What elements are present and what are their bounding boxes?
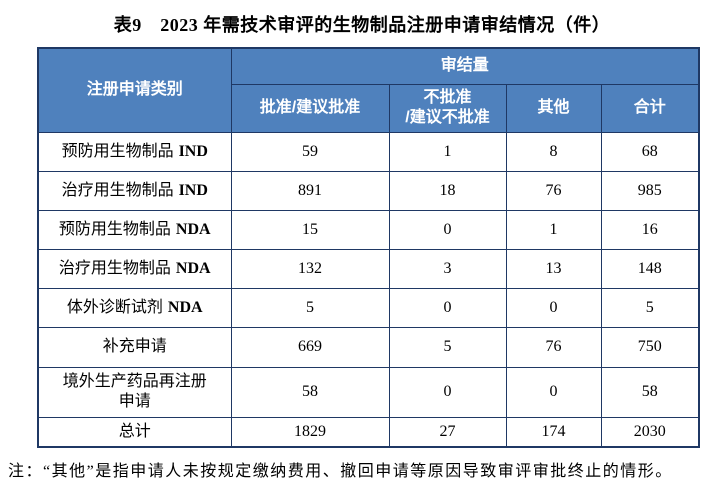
group-header-concluded-volume: 审结量 xyxy=(230,47,700,85)
results-table: 注册申请类别 审结量 批准/建议批准 不批准 /建议不批准 其他 合计 预防用生… xyxy=(37,47,701,448)
cell-value: 2030 xyxy=(600,416,700,448)
cell-value: 891 xyxy=(230,170,390,211)
column-header-not-approved: 不批准 /建议不批准 xyxy=(388,83,507,133)
row-label-suffix: NDA xyxy=(175,259,211,277)
row-label-text: 总计 xyxy=(118,422,151,440)
cell-value: 16 xyxy=(600,209,700,250)
cell-value: 76 xyxy=(505,170,602,211)
column-header-total: 合计 xyxy=(600,83,700,133)
row-label-text: 补充申请 xyxy=(102,338,167,355)
cell-value: 0 xyxy=(388,287,507,328)
row-label-text: 体外诊断试剂 xyxy=(66,298,163,316)
row-label-suffix: IND xyxy=(178,142,208,160)
table-row: 预防用生物制品 NDA 15 0 1 16 xyxy=(37,209,700,250)
cell-value: 5 xyxy=(230,287,390,328)
table-row: 境外生产药品再注册 申请 58 0 0 58 xyxy=(37,366,700,418)
table-row: 体外诊断试剂 NDA 5 0 0 5 xyxy=(37,287,700,328)
row-label: 治疗用生物制品 IND xyxy=(37,170,232,211)
row-label-suffix: IND xyxy=(178,181,208,199)
cell-value: 68 xyxy=(600,131,700,172)
cell-value: 5 xyxy=(600,287,700,328)
cell-value: 3 xyxy=(388,248,507,289)
table-row: 预防用生物制品 IND 59 1 8 68 xyxy=(37,131,700,172)
cell-value: 0 xyxy=(505,366,602,418)
row-label: 总计 xyxy=(37,416,232,448)
cell-value: 76 xyxy=(505,326,602,368)
header-row-group: 注册申请类别 审结量 xyxy=(37,47,700,133)
row-label-suffix: NDA xyxy=(175,220,211,238)
cell-value: 132 xyxy=(230,248,390,289)
column-header-approved: 批准/建议批准 xyxy=(230,83,390,133)
table-row: 治疗用生物制品 IND 891 18 76 985 xyxy=(37,170,700,211)
cell-value: 0 xyxy=(388,366,507,418)
cell-value: 15 xyxy=(230,209,390,250)
cell-value: 1829 xyxy=(230,416,390,448)
row-label: 境外生产药品再注册 申请 xyxy=(37,366,232,418)
cell-value: 148 xyxy=(600,248,700,289)
cell-value: 1 xyxy=(388,131,507,172)
row-label: 体外诊断试剂 NDA xyxy=(37,287,232,328)
table-row: 补充申请 669 5 76 750 xyxy=(37,326,700,368)
row-label: 补充申请 xyxy=(37,326,232,368)
row-label: 预防用生物制品 IND xyxy=(37,131,232,172)
row-label-text: 治疗用生物制品 xyxy=(58,259,171,277)
row-label-text: 预防用生物制品 xyxy=(58,220,171,238)
cell-value: 174 xyxy=(505,416,602,448)
cell-value: 0 xyxy=(505,287,602,328)
corner-header-application-category: 注册申请类别 xyxy=(37,47,232,133)
row-label-suffix: NDA xyxy=(167,298,203,316)
row-label: 治疗用生物制品 NDA xyxy=(37,248,232,289)
cell-value: 669 xyxy=(230,326,390,368)
cell-value: 8 xyxy=(505,131,602,172)
cell-value: 59 xyxy=(230,131,390,172)
cell-value: 13 xyxy=(505,248,602,289)
header-row-sub: 批准/建议批准 不批准 /建议不批准 其他 合计 xyxy=(38,83,700,133)
footnote: 注：“其他”是指申请人未按规定缴纳费用、撤回申请等原因导致审评审批终止的情形。 xyxy=(8,463,673,480)
cell-value: 58 xyxy=(230,366,390,418)
column-header-other: 其他 xyxy=(505,83,602,133)
table-row-total: 总计 1829 27 174 2030 xyxy=(37,416,700,448)
table-title: 表9 2023 年需技术审评的生物制品注册申请审结情况（件） xyxy=(113,15,611,35)
cell-value: 27 xyxy=(388,416,507,448)
row-label-text: 治疗用生物制品 xyxy=(61,181,174,199)
cell-value: 58 xyxy=(600,366,700,418)
cell-value: 1 xyxy=(505,209,602,250)
row-label-text: 预防用生物制品 xyxy=(61,142,174,160)
table-row: 治疗用生物制品 NDA 132 3 13 148 xyxy=(37,248,700,289)
cell-value: 5 xyxy=(388,326,507,368)
cell-value: 0 xyxy=(388,209,507,250)
cell-value: 18 xyxy=(388,170,507,211)
results-table-container: 注册申请类别 审结量 批准/建议批准 不批准 /建议不批准 其他 合计 预防用生… xyxy=(37,47,701,448)
cell-value: 750 xyxy=(600,326,700,368)
row-label-text: 境外生产药品再注册 申请 xyxy=(62,373,207,410)
cell-value: 985 xyxy=(600,170,700,211)
row-label: 预防用生物制品 NDA xyxy=(37,209,232,250)
